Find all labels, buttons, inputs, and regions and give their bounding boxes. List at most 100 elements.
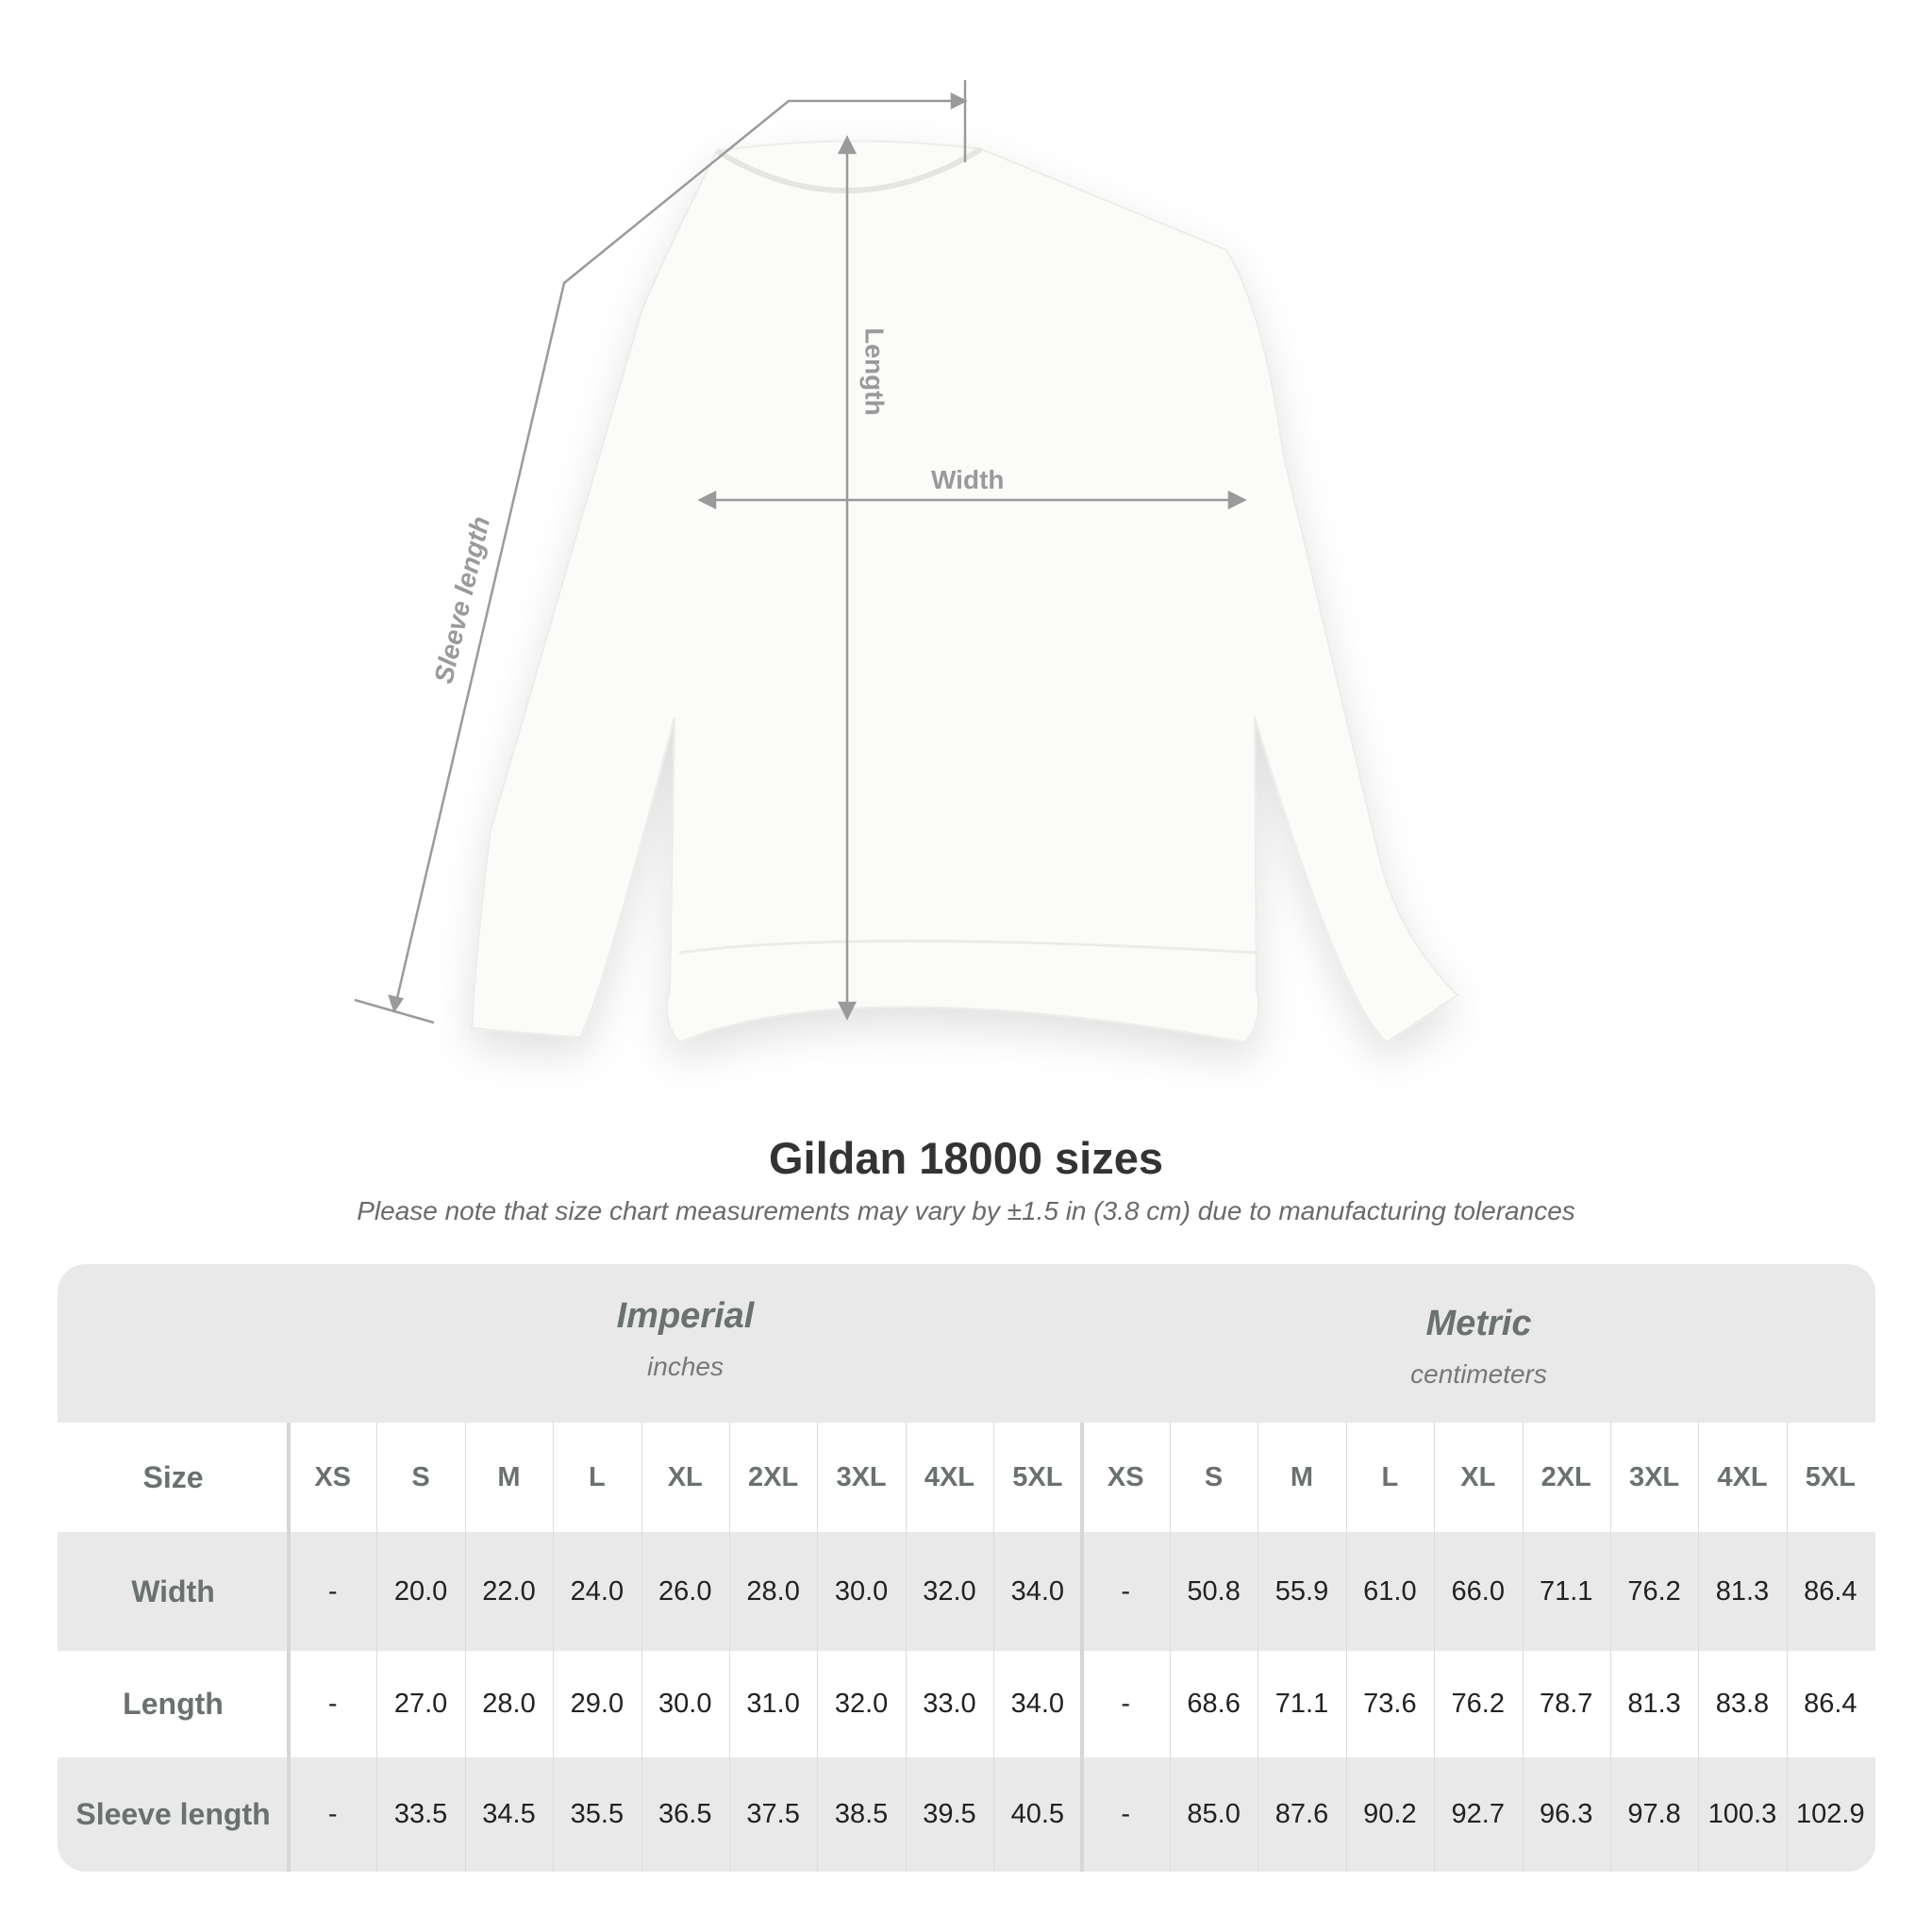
table-row: Length - 27.0 28.0 29.0 30.0 31.0 32.0 33.0 34.0 -… <box>58 1651 1875 1757</box>
size-header-cell: M <box>497 1461 521 1492</box>
size-header-cell: M <box>1290 1461 1314 1492</box>
imperial-value-cell: 33.0 <box>923 1689 976 1719</box>
imperial-value-cell: 36.5 <box>658 1799 712 1829</box>
tolerance-note: Please note that size chart measurements… <box>357 1196 1575 1225</box>
column-divider <box>905 1423 907 1872</box>
column-divider <box>1079 1423 1084 1872</box>
column-divider <box>1170 1423 1171 1872</box>
imperial-value-cell: 30.0 <box>834 1575 889 1607</box>
metric-value-cell: 50.8 <box>1187 1575 1241 1607</box>
metric-value-cell: 81.3 <box>1627 1689 1681 1719</box>
column-divider <box>1610 1423 1611 1872</box>
size-header-row: Size XS S M L XL 2XL 3XL 4XL 5XL XS S M L XL 2XL 3XL 4XL 5… <box>58 1423 1875 1532</box>
size-header-cell: 4XL <box>1717 1461 1768 1492</box>
row-label: Width <box>131 1574 215 1608</box>
metric-value-cell: 81.3 <box>1715 1575 1770 1607</box>
metric-value-cell: 85.0 <box>1187 1799 1241 1829</box>
size-header-cell: S <box>1204 1461 1224 1492</box>
size-header-cell: L <box>589 1461 606 1492</box>
imperial-value-cell: 34.5 <box>482 1799 536 1829</box>
table-row: Width - 20.0 22.0 24.0 26.0 28.0 30.0 32.0 34.0 - 5… <box>58 1532 1875 1651</box>
imperial-value-cell: 38.5 <box>834 1799 889 1829</box>
metric-value-cell: 97.8 <box>1627 1799 1681 1829</box>
metric-value-cell: 102.9 <box>1796 1799 1865 1829</box>
metric-value-cell: 73.6 <box>1363 1689 1417 1719</box>
column-divider <box>641 1423 642 1872</box>
size-header-cell: XS <box>1107 1461 1144 1492</box>
size-header-cell: 2XL <box>748 1461 799 1492</box>
metric-value-cell: 66.0 <box>1451 1575 1505 1607</box>
size-header-cell: 3XL <box>836 1461 887 1492</box>
imperial-value-cell: 26.0 <box>658 1575 712 1607</box>
size-header-cell: 4XL <box>924 1461 975 1492</box>
metric-value-cell: - <box>1121 1799 1131 1829</box>
size-header-cell: 3XL <box>1628 1461 1680 1492</box>
imperial-value-cell: 40.5 <box>1010 1799 1065 1829</box>
column-divider <box>376 1423 378 1872</box>
imperial-value-cell: 35.5 <box>570 1799 625 1829</box>
imperial-value-cell: 34.0 <box>1010 1575 1065 1607</box>
row-label: Sleeve length <box>75 1797 271 1831</box>
column-divider <box>1522 1423 1524 1872</box>
column-divider <box>817 1423 819 1872</box>
imperial-value-cell: 27.0 <box>393 1689 448 1719</box>
measure-lines <box>354 80 1247 1024</box>
size-header-cell: 5XL <box>1012 1461 1063 1492</box>
sweatshirt-illustration <box>470 140 1459 1044</box>
metric-value-cell: 100.3 <box>1707 1799 1777 1829</box>
column-divider <box>1434 1423 1436 1872</box>
imperial-value-cell: - <box>327 1689 338 1719</box>
imperial-value-cell: 32.0 <box>834 1689 889 1719</box>
imperial-value-cell: 32.0 <box>923 1575 976 1607</box>
width-label: Width <box>931 465 1005 494</box>
imperial-value-cell: 28.0 <box>746 1575 800 1607</box>
column-divider <box>1345 1423 1347 1872</box>
metric-value-cell: - <box>1121 1689 1131 1719</box>
metric-value-cell: 87.6 <box>1274 1799 1329 1829</box>
metric-value-cell: 86.4 <box>1804 1689 1857 1719</box>
column-divider <box>1786 1423 1788 1872</box>
metric-value-cell: 76.2 <box>1451 1689 1505 1719</box>
table-row: Sleeve length - 33.5 34.5 35.5 36.5 37.5 38.5 39… <box>58 1757 1875 1872</box>
imperial-value-cell: 29.0 <box>570 1689 625 1719</box>
size-header-cell: 5XL <box>1805 1461 1856 1492</box>
metric-value-cell: 71.1 <box>1539 1575 1593 1607</box>
imperial-value-cell: 34.0 <box>1010 1689 1065 1719</box>
metric-value-cell: - <box>1121 1575 1131 1607</box>
size-chart-table: Imperial inches Metric centimeters Size XS S… <box>58 1264 1875 1872</box>
column-divider <box>287 1423 291 1872</box>
page-title: Gildan 18000 sizes <box>768 1133 1164 1183</box>
metric-value-cell: 55.9 <box>1274 1575 1329 1607</box>
sweatshirt-diagram <box>354 80 1459 1044</box>
length-label: Length <box>859 327 890 416</box>
column-divider <box>993 1423 995 1872</box>
metric-value-cell: 61.0 <box>1363 1575 1417 1607</box>
column-divider <box>1698 1423 1700 1872</box>
metric-header: Metric centimeters <box>1410 1304 1547 1389</box>
imperial-value-cell: 20.0 <box>393 1575 448 1607</box>
size-header-cell: XL <box>667 1461 703 1492</box>
metric-value-cell: 71.1 <box>1274 1689 1329 1719</box>
column-divider <box>464 1423 466 1872</box>
size-header-cell: 2XL <box>1541 1461 1591 1492</box>
column-divider <box>553 1423 555 1872</box>
imperial-value-cell: 39.5 <box>923 1799 976 1829</box>
imperial-value-cell: 33.5 <box>393 1799 448 1829</box>
imperial-value-cell: 28.0 <box>482 1689 536 1719</box>
imperial-value-cell: 24.0 <box>570 1575 625 1607</box>
metric-value-cell: 68.6 <box>1187 1689 1241 1719</box>
metric-value-cell: 96.3 <box>1539 1799 1593 1829</box>
metric-value-cell: 92.7 <box>1451 1799 1505 1829</box>
imperial-value-cell: - <box>327 1575 338 1607</box>
metric-value-cell: 78.7 <box>1539 1689 1593 1719</box>
imperial-value-cell: 31.0 <box>746 1689 800 1719</box>
size-header-cell: L <box>1381 1461 1399 1492</box>
size-header-cell: XL <box>1460 1461 1496 1492</box>
metric-value-cell: 90.2 <box>1363 1799 1417 1829</box>
imperial-value-cell: 22.0 <box>482 1575 536 1607</box>
imperial-value-cell: 30.0 <box>658 1689 712 1719</box>
imperial-value-cell: - <box>327 1799 338 1829</box>
metric-value-cell: 86.4 <box>1804 1575 1857 1607</box>
metric-value-cell: 76.2 <box>1627 1575 1681 1607</box>
imperial-header: Imperial inches <box>616 1296 755 1381</box>
